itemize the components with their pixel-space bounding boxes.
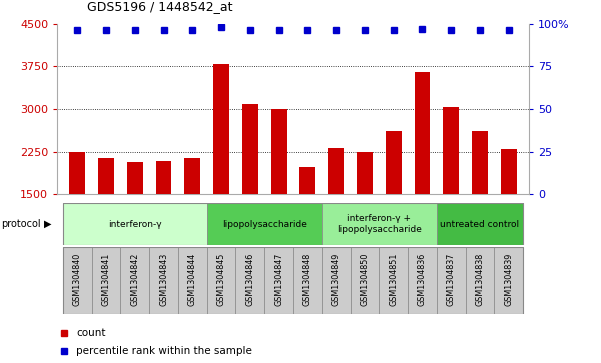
Bar (91, 247, 120, 314)
Text: GSM1304849: GSM1304849 (332, 252, 341, 306)
Bar (437, 247, 466, 314)
Bar (408, 247, 437, 314)
Bar (293, 247, 322, 314)
Bar (63, 203, 207, 245)
Text: GSM1304841: GSM1304841 (102, 252, 111, 306)
Text: GSM1304842: GSM1304842 (130, 252, 139, 306)
Bar (270, 110, 287, 194)
Bar (207, 247, 236, 314)
Text: ▶: ▶ (44, 219, 51, 229)
Bar (437, 203, 523, 245)
Bar (322, 247, 350, 314)
Bar (120, 247, 149, 314)
Text: GSM1304850: GSM1304850 (361, 252, 370, 306)
Bar (386, 131, 401, 194)
Bar (236, 247, 264, 314)
Bar (379, 247, 408, 314)
Bar (185, 158, 200, 194)
Bar (69, 152, 85, 194)
Text: protocol: protocol (1, 219, 41, 229)
Text: interferon-γ: interferon-γ (108, 220, 162, 229)
Bar (213, 64, 229, 194)
Text: GDS5196 / 1448542_at: GDS5196 / 1448542_at (87, 0, 233, 13)
Text: untreated control: untreated control (441, 220, 519, 229)
Bar (63, 247, 91, 314)
Bar (357, 152, 373, 194)
Bar (444, 107, 459, 194)
Bar (472, 131, 488, 194)
Bar (350, 247, 379, 314)
Text: GSM1304838: GSM1304838 (475, 252, 484, 306)
Bar (415, 72, 430, 194)
Bar (264, 247, 293, 314)
Bar (242, 104, 258, 194)
Text: GSM1304836: GSM1304836 (418, 252, 427, 306)
Bar (299, 167, 316, 194)
Text: GSM1304847: GSM1304847 (274, 252, 283, 306)
Text: percentile rank within the sample: percentile rank within the sample (76, 346, 252, 356)
Bar (466, 247, 495, 314)
Bar (127, 162, 142, 194)
Text: GSM1304848: GSM1304848 (303, 252, 312, 306)
Text: GSM1304845: GSM1304845 (216, 252, 225, 306)
Text: lipopolysaccharide: lipopolysaccharide (222, 220, 307, 229)
Text: GSM1304844: GSM1304844 (188, 252, 197, 306)
Bar (322, 203, 437, 245)
Text: GSM1304851: GSM1304851 (389, 252, 398, 306)
Text: interferon-γ +
lipopolysaccharide: interferon-γ + lipopolysaccharide (337, 215, 422, 234)
Bar (207, 203, 322, 245)
Text: GSM1304846: GSM1304846 (245, 252, 254, 306)
Bar (149, 247, 178, 314)
Bar (98, 158, 114, 194)
Text: GSM1304840: GSM1304840 (73, 252, 82, 306)
Text: GSM1304839: GSM1304839 (504, 252, 513, 306)
Bar (328, 148, 344, 194)
Bar (495, 247, 523, 314)
Text: GSM1304837: GSM1304837 (447, 252, 456, 306)
Bar (178, 247, 207, 314)
Bar (156, 161, 171, 194)
Text: GSM1304843: GSM1304843 (159, 252, 168, 306)
Bar (501, 149, 517, 194)
Text: count: count (76, 328, 105, 338)
